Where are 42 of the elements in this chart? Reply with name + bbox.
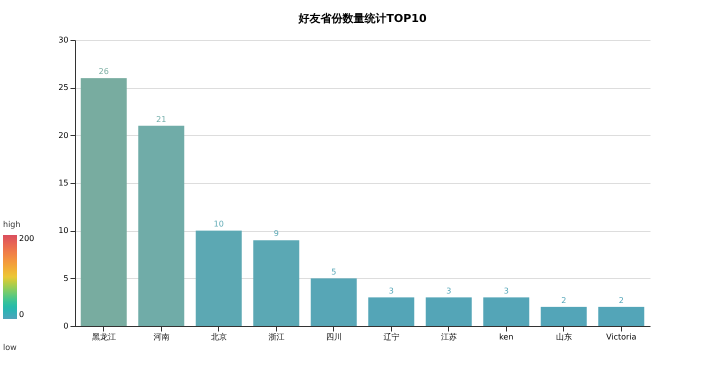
data-label: 10 bbox=[214, 220, 224, 229]
x-tick-label: 江苏 bbox=[440, 332, 457, 342]
x-tick-label: 山东 bbox=[556, 332, 572, 342]
color-bar-label: 0 bbox=[19, 310, 24, 319]
x-tick-label: 黑龙江 bbox=[92, 332, 116, 342]
data-label: 2 bbox=[618, 296, 624, 305]
bar bbox=[196, 230, 242, 326]
bar bbox=[540, 306, 587, 326]
bar bbox=[138, 126, 184, 326]
data-label: 5 bbox=[331, 267, 336, 276]
data-label: 26 bbox=[98, 67, 109, 76]
data-label: 9 bbox=[274, 229, 279, 238]
data-label: 3 bbox=[504, 286, 509, 296]
y-tick-label: 30 bbox=[58, 36, 68, 44]
bar bbox=[253, 240, 300, 326]
x-tick-label: Victoria bbox=[606, 332, 637, 342]
text: high bbox=[3, 220, 20, 229]
data-label: 2 bbox=[561, 296, 566, 305]
y-tick-label: 10 bbox=[58, 226, 68, 236]
y-tick-label: 0 bbox=[63, 322, 68, 330]
data-label: 3 bbox=[446, 286, 452, 296]
bar bbox=[483, 297, 530, 326]
data-label: 3 bbox=[388, 286, 394, 296]
y-tick-label: 15 bbox=[58, 178, 68, 188]
x-tick-label: ken bbox=[499, 332, 514, 342]
x-tick-label: 浙江 bbox=[268, 332, 284, 342]
chart-title: 好友省份数量统计TOP10 bbox=[297, 12, 427, 25]
bar bbox=[426, 297, 472, 326]
bar bbox=[598, 306, 644, 326]
color-bar-label: 200 bbox=[19, 234, 34, 243]
bar bbox=[368, 297, 414, 326]
x-tick-label: 河南 bbox=[153, 332, 170, 342]
y-tick-label: 25 bbox=[58, 83, 68, 92]
data-label: 21 bbox=[156, 114, 166, 124]
x-tick-label: 辽宁 bbox=[383, 332, 400, 342]
y-tick-label: 20 bbox=[58, 130, 68, 140]
x-tick-label: 四川 bbox=[326, 332, 342, 342]
y-tick-label: 5 bbox=[63, 274, 68, 283]
text: low bbox=[3, 343, 18, 352]
bar bbox=[80, 78, 127, 326]
bar bbox=[310, 278, 357, 326]
x-tick-label: 北京 bbox=[210, 332, 227, 342]
